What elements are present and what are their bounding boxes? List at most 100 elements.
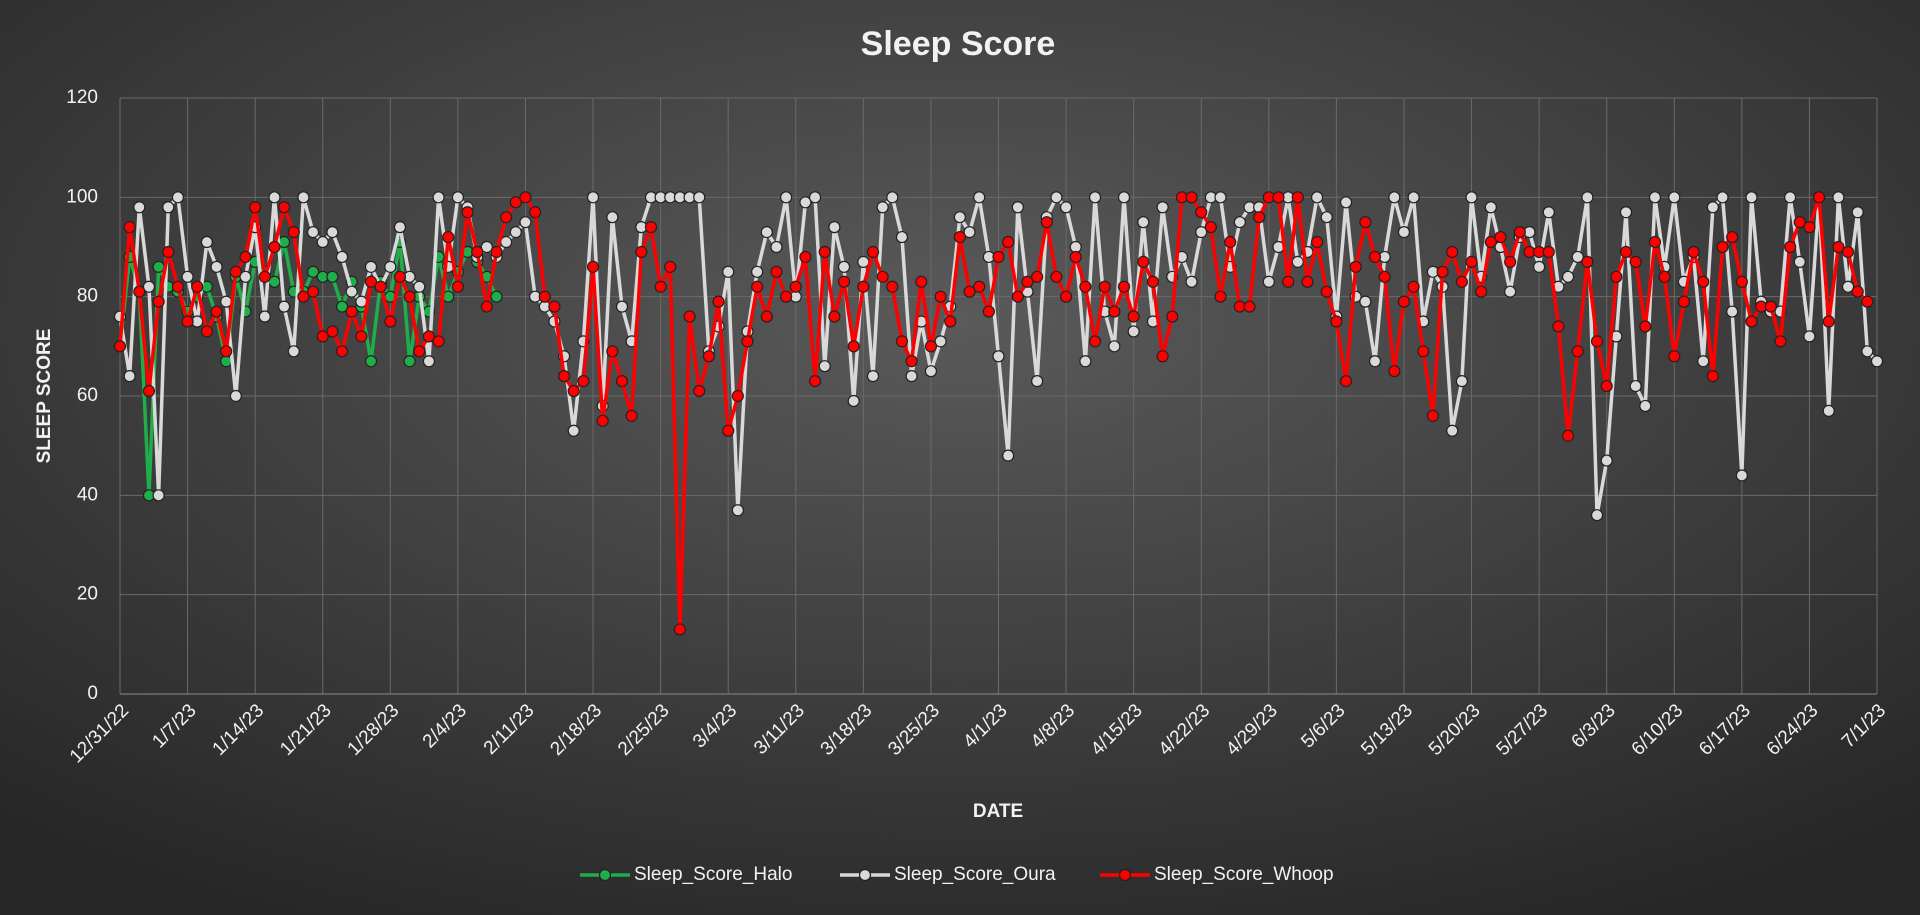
data-point: [1784, 191, 1797, 204]
data-point: [866, 245, 880, 259]
data-point: [1784, 240, 1797, 254]
legend: Sleep_Score_Halo Sleep_Score_Oura Sleep_Sc…: [580, 864, 1334, 885]
data-point: [1359, 295, 1372, 308]
data-point: [992, 350, 1005, 363]
data-point: [924, 340, 938, 353]
data-point: [1590, 335, 1604, 348]
data-point: [152, 260, 165, 273]
data-point: [1619, 206, 1633, 219]
data-point: [355, 330, 368, 343]
data-point: [191, 280, 204, 293]
data-point: [1031, 270, 1044, 283]
data-point: [1571, 250, 1584, 264]
data-point: [1349, 260, 1362, 273]
data-point: [1841, 280, 1855, 293]
data-point: [1870, 355, 1884, 368]
plot: [113, 191, 1884, 636]
data-point: [249, 201, 262, 214]
y-tick-label: 120: [66, 87, 98, 108]
data-point: [538, 290, 551, 303]
data-point: [1533, 260, 1546, 273]
data-point: [258, 270, 271, 283]
data-point: [113, 340, 127, 353]
data-point: [567, 424, 580, 437]
data-point: [1861, 345, 1874, 358]
legend-label: Sleep_Score_Oura: [894, 864, 1056, 885]
data-point: [1600, 454, 1613, 467]
data-point: [326, 270, 339, 283]
data-point: [606, 345, 619, 358]
data-point: [335, 250, 349, 264]
data-point: [1224, 235, 1237, 249]
data-point: [1648, 235, 1662, 249]
data-point: [1774, 335, 1787, 348]
data-point: [1079, 355, 1092, 368]
data-point: [1417, 345, 1430, 358]
data-point: [442, 230, 455, 244]
data-point: [934, 290, 947, 303]
data-point: [1851, 285, 1864, 298]
data-point: [1581, 255, 1594, 268]
data-point: [1542, 245, 1555, 259]
data-point: [886, 280, 899, 293]
data-point: [731, 389, 744, 403]
data-point: [1629, 379, 1642, 393]
data-point: [615, 375, 629, 388]
data-point: [509, 196, 522, 209]
data-point: [818, 360, 831, 373]
legend-label: Sleep_Score_Whoop: [1154, 864, 1334, 885]
data-point: [1108, 305, 1121, 318]
data-point: [1561, 270, 1575, 283]
data-point: [1735, 469, 1748, 482]
data-point: [1059, 201, 1073, 214]
data-point: [1446, 245, 1459, 259]
data-point: [1262, 275, 1275, 288]
data-point: [837, 275, 851, 288]
data-point: [1639, 399, 1652, 413]
data-point: [1465, 191, 1478, 204]
data-point: [519, 191, 532, 204]
data-point: [751, 280, 764, 293]
data-point: [722, 424, 735, 437]
data-point: [1610, 270, 1623, 283]
data-point: [220, 345, 233, 358]
data-point: [181, 315, 194, 328]
data-point: [306, 285, 320, 298]
data-point: [944, 315, 957, 328]
data-point: [1735, 275, 1748, 288]
data-point: [162, 201, 175, 214]
data-point: [1590, 509, 1604, 522]
data-point: [529, 206, 542, 219]
data-point: [625, 409, 638, 422]
data-point: [200, 235, 213, 249]
data-point: [500, 211, 513, 224]
data-point: [1745, 191, 1758, 204]
data-point: [1291, 191, 1304, 204]
data-point: [316, 330, 329, 343]
data-point: [1822, 404, 1835, 417]
data-point: [1581, 191, 1594, 204]
y-tick-label: 20: [77, 584, 98, 605]
data-point: [1812, 191, 1826, 204]
data-point: [1793, 255, 1806, 268]
data-point: [1166, 310, 1179, 323]
legend-marker: [1118, 868, 1132, 882]
data-point: [1214, 290, 1227, 303]
data-point: [1388, 365, 1401, 378]
data-point: [953, 230, 966, 244]
data-point: [1108, 340, 1121, 353]
chart-title: Sleep Score: [861, 25, 1056, 63]
data-point: [1426, 409, 1440, 422]
data-point: [876, 201, 889, 214]
data-point: [596, 414, 609, 427]
data-point: [992, 250, 1005, 264]
data-point: [142, 384, 156, 398]
data-point: [1803, 221, 1816, 234]
data-point: [1764, 300, 1777, 313]
data-point: [780, 191, 793, 204]
data-point: [480, 300, 493, 313]
data-point: [142, 280, 156, 293]
data-point: [1156, 201, 1169, 214]
data-point: [1648, 191, 1662, 204]
